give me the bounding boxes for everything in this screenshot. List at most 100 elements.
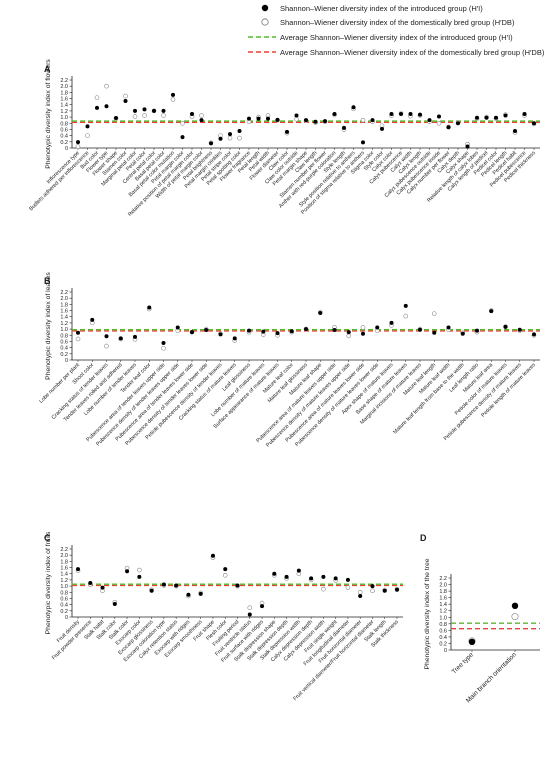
point-introduced <box>180 135 185 140</box>
y-tick-label: 2.2 <box>60 290 68 296</box>
point-domestic <box>237 135 242 141</box>
point-introduced <box>361 331 365 336</box>
point-introduced <box>247 328 251 333</box>
legend-item-avg-introduced: Average Shannon–Wiener diversity index o… <box>248 33 513 42</box>
y-tick-label: 1.0 <box>60 327 68 333</box>
point-introduced <box>223 567 228 572</box>
point-domestic <box>431 311 437 316</box>
point-introduced <box>361 140 365 145</box>
y-tick-label: 2.2 <box>439 576 447 582</box>
point-introduced <box>261 329 266 334</box>
y-tick-label: 2.0 <box>60 553 68 559</box>
point-domestic <box>403 313 409 319</box>
y-tick-label: 0.6 <box>439 628 447 634</box>
y-axis-label: Phenotypic diversity index of flowers <box>45 59 52 169</box>
point-introduced <box>275 331 280 336</box>
point-introduced <box>370 584 375 589</box>
y-tick-label: 1.6 <box>439 596 447 602</box>
y-tick-label: 1.2 <box>439 609 447 615</box>
point-domestic <box>137 567 142 573</box>
point-introduced <box>95 105 99 110</box>
point-introduced <box>395 587 399 592</box>
y-tick-label: 2.2 <box>60 78 68 84</box>
panel-D: D 00.20.40.60.81.01.21.41.61.82.02.2 Pheno… <box>420 533 540 704</box>
point-introduced <box>104 104 109 109</box>
point-introduced <box>247 116 251 121</box>
y-tick-label: 0.2 <box>439 641 447 647</box>
point-introduced <box>161 108 166 113</box>
point-introduced <box>333 576 338 581</box>
point-introduced <box>232 336 237 341</box>
point-introduced <box>456 121 460 126</box>
point-introduced <box>522 112 527 116</box>
point-introduced <box>174 583 179 588</box>
point-introduced <box>375 325 380 330</box>
y-tick-label: 0.2 <box>60 140 68 146</box>
point-introduced <box>318 311 323 316</box>
point-introduced <box>511 602 519 610</box>
y-tick-label: 0 <box>65 358 68 364</box>
y-tick-label: 1.2 <box>60 109 68 115</box>
point-introduced <box>152 108 156 113</box>
y-axis-label: Phenotypic diversity index of leaves <box>45 272 52 380</box>
y-tick-label: 0.4 <box>60 346 68 352</box>
y-tick-label: 1.0 <box>60 115 68 121</box>
y-tick-label: 0.6 <box>60 596 68 602</box>
point-introduced <box>256 116 261 121</box>
point-introduced <box>304 118 308 123</box>
y-tick-label: 0.2 <box>60 352 68 358</box>
point-introduced <box>142 107 147 112</box>
point-introduced <box>218 332 223 337</box>
point-introduced <box>100 585 105 590</box>
point-domestic <box>85 133 90 138</box>
point-introduced <box>272 571 277 576</box>
y-tick-label: 1.8 <box>60 90 68 96</box>
point-introduced <box>90 317 95 322</box>
point-introduced <box>133 108 137 113</box>
point-introduced <box>294 113 299 118</box>
point-introduced <box>186 592 191 597</box>
point-introduced <box>266 116 270 121</box>
point-introduced <box>199 118 204 123</box>
point-introduced <box>190 330 194 335</box>
point-introduced <box>275 117 280 122</box>
legend-marker-filled <box>261 4 269 12</box>
legend-label-domestic: Shannon–Wiener diversity index of the do… <box>280 18 515 27</box>
y-tick-label: 1.6 <box>60 309 68 315</box>
point-introduced <box>408 112 413 116</box>
y-tick-label: 2.2 <box>60 547 68 553</box>
x-tick-label: Budlets adhered per inflorescence <box>28 150 90 212</box>
panel-letter: A <box>44 64 51 74</box>
point-domestic <box>170 97 176 102</box>
y-tick-label: 2.0 <box>60 296 68 302</box>
point-introduced <box>114 116 118 121</box>
point-domestic <box>161 345 166 351</box>
panel-letter: B <box>44 276 51 286</box>
point-introduced <box>237 129 242 133</box>
point-introduced <box>418 112 422 117</box>
y-tick-label: 0 <box>65 615 68 621</box>
point-domestic <box>345 585 351 590</box>
y-tick-label: 1.8 <box>60 302 68 308</box>
point-domestic <box>436 120 442 126</box>
point-domestic <box>346 333 352 339</box>
point-introduced <box>289 329 294 334</box>
point-introduced <box>370 118 375 123</box>
point-domestic <box>104 343 109 349</box>
point-introduced <box>104 334 109 339</box>
point-introduced <box>437 114 441 119</box>
legend-item-domestic: Shannon–Wiener diversity index of the do… <box>261 18 515 27</box>
point-domestic <box>123 93 128 99</box>
point-introduced <box>228 132 232 137</box>
point-introduced <box>503 324 508 329</box>
point-introduced <box>468 638 476 646</box>
y-tick-label: 1.2 <box>60 321 68 327</box>
point-introduced <box>332 328 337 333</box>
y-tick-label: 2.0 <box>60 84 68 90</box>
point-introduced <box>218 136 223 141</box>
legend-label-introduced: Shannon–Wiener diversity index of the in… <box>280 4 483 13</box>
point-domestic <box>227 135 233 141</box>
point-introduced <box>76 140 80 145</box>
legend-label-avg-introduced: Average Shannon–Wiener diversity index o… <box>280 33 513 42</box>
y-tick-label: 1.8 <box>439 589 447 595</box>
